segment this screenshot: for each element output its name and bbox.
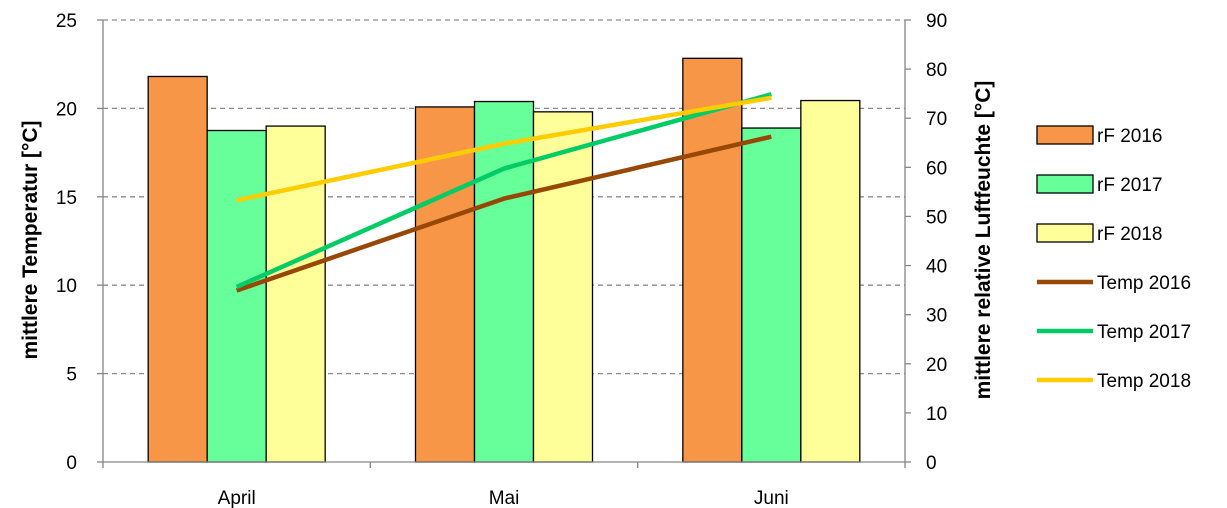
y2-tick-label: 80 [926, 60, 947, 81]
y2-tick-label: 90 [926, 11, 947, 32]
bar-rf-2016 [147, 75, 208, 463]
legend: rF 2016 rF 2017 rF 2018 Temp 2016 Temp 2017 T… [1036, 125, 1191, 392]
line-temp-2016 [235, 134, 772, 293]
y2-tick-label: 60 [926, 158, 947, 179]
bar-rf-2018 [532, 111, 594, 463]
y-tick-label: 5 [66, 365, 77, 386]
legend-swatch [1036, 174, 1094, 194]
legend-label: Temp 2017 [1097, 322, 1191, 343]
bars [147, 57, 861, 463]
axes: 0 5 10 15 20 25 0 10 20 30 40 50 60 70 80 90 April Mai Jun… [56, 11, 947, 508]
legend-swatch [1036, 125, 1094, 145]
legend-label: rF 2018 [1097, 224, 1162, 245]
x-tick-label: April [218, 488, 256, 508]
bar-rf-2018 [265, 125, 326, 463]
y2-tick-label: 0 [926, 453, 937, 474]
y2-tick-label: 10 [926, 404, 947, 425]
x-tick-label: Mai [489, 488, 520, 508]
y-tick-label: 10 [56, 276, 77, 297]
legend-label: rF 2016 [1097, 126, 1162, 147]
y2-tick-label: 50 [926, 207, 947, 228]
y-axis-title: mittlere Temperatur [°C] [19, 120, 42, 359]
y-tick-label: 15 [56, 188, 77, 209]
bar-rf-2017 [741, 127, 802, 463]
temperature-lines [235, 92, 772, 293]
line-temp-2018 [236, 95, 772, 203]
y-tick-label: 25 [56, 11, 77, 32]
y-tick-label: 20 [56, 99, 77, 120]
y2-tick-label: 40 [926, 257, 947, 278]
bar-rf-2016 [414, 106, 476, 463]
y-tick-label: 0 [66, 453, 77, 474]
bar-rf-2017 [473, 100, 535, 463]
legend-swatch [1036, 223, 1094, 243]
bar-rf-2017 [206, 129, 267, 463]
y2-tick-label: 70 [926, 109, 947, 130]
line-temp-2017 [235, 92, 772, 290]
y2-axis-title: mittlere relative Luftfeuchte [°C] [972, 81, 995, 400]
y2-tick-label: 20 [926, 355, 947, 376]
legend-label: rF 2017 [1097, 175, 1162, 196]
bar-rf-2016 [682, 57, 743, 463]
x-tick-label: Juni [754, 488, 789, 508]
legend-label: Temp 2018 [1097, 371, 1191, 392]
bar-rf-2018 [800, 99, 861, 463]
y2-tick-label: 30 [926, 306, 947, 327]
legend-label: Temp 2016 [1097, 273, 1191, 294]
